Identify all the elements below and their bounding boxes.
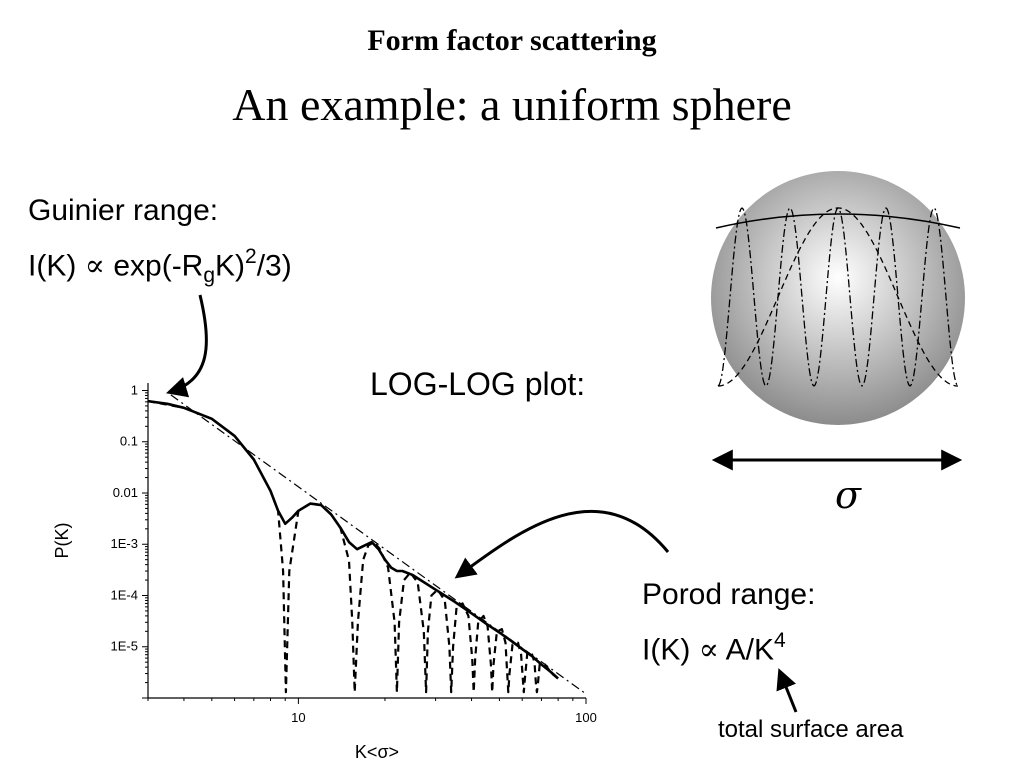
loglog-chart: 10 100 1 0.1 0.01 1E-3 1E-4 1E-5 K<σ> P(K)	[52, 382, 597, 762]
slide-subtitle: An example: a uniform sphere	[232, 79, 792, 130]
guinier-formula-sub: g	[203, 263, 216, 287]
porod-heading: Porod range:	[642, 578, 816, 611]
y-tick-label: 1E-5	[111, 639, 138, 654]
series-line-dash-dot	[170, 394, 587, 695]
x-tick-label: 100	[575, 710, 597, 725]
sphere-illustration: σ	[711, 171, 965, 517]
proportional-symbol: ∝	[698, 632, 719, 668]
series-line-dashed	[147, 400, 559, 694]
y-tick-label: 1E-4	[111, 587, 138, 602]
guinier-formula-k: K)	[215, 249, 246, 283]
axis-ticks: 10 100 1 0.1 0.01 1E-3 1E-4 1E-5	[111, 382, 597, 725]
porod-formula-sup: 4	[774, 629, 786, 652]
y-tick-label: 1	[131, 382, 138, 397]
chart-series	[147, 394, 587, 695]
x-axis-title: K<σ>	[355, 742, 399, 762]
guinier-heading: Guinier range:	[28, 194, 219, 227]
guinier-formula-prefix: I(K)	[28, 249, 77, 283]
short-wavelength-wave	[717, 207, 959, 387]
porod-arrow	[454, 509, 670, 579]
loglog-label: LOG-LOG plot:	[370, 366, 586, 402]
proportional-symbol: ∝	[84, 248, 105, 284]
surface-area-label: total surface area	[718, 716, 904, 743]
guinier-formula-sup: 2	[245, 245, 257, 268]
y-tick-label: 0.1	[120, 434, 138, 449]
guinier-formula-end: /3)	[256, 249, 292, 283]
porod-formula: I(K) ∝ A/K4	[642, 622, 786, 670]
y-tick-label: 1E-3	[111, 536, 138, 551]
series-line-solid	[147, 399, 559, 680]
porod-formula-prefix: I(K)	[642, 633, 691, 667]
guinier-arrow	[165, 294, 208, 398]
y-tick-label: 0.01	[113, 485, 138, 500]
slide-title: Form factor scattering	[367, 24, 657, 57]
diameter-symbol: σ	[835, 473, 862, 517]
uniform-sphere	[711, 171, 965, 425]
y-axis-title: P(K)	[52, 523, 72, 559]
surface-area-arrow	[776, 668, 798, 713]
porod-formula-mid: A/K	[725, 633, 775, 667]
guinier-formula-mid: exp(-R	[113, 249, 204, 283]
x-tick-label: 10	[291, 710, 305, 725]
guinier-formula: I(K) ∝ exp(-RgK)2/3)	[28, 238, 292, 295]
